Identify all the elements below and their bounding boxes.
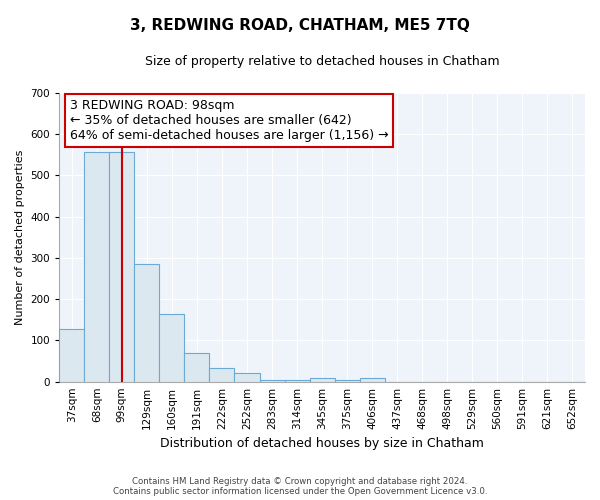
Bar xyxy=(209,368,235,382)
Y-axis label: Number of detached properties: Number of detached properties xyxy=(15,150,25,325)
Bar xyxy=(84,152,109,382)
Bar xyxy=(359,378,385,382)
X-axis label: Distribution of detached houses by size in Chatham: Distribution of detached houses by size … xyxy=(160,437,484,450)
Bar xyxy=(284,380,310,382)
Bar xyxy=(310,378,335,382)
Text: 3 REDWING ROAD: 98sqm
← 35% of detached houses are smaller (642)
64% of semi-det: 3 REDWING ROAD: 98sqm ← 35% of detached … xyxy=(70,98,388,142)
Bar xyxy=(260,380,284,382)
Bar xyxy=(134,264,160,382)
Bar xyxy=(184,353,209,382)
Bar xyxy=(109,152,134,382)
Title: Size of property relative to detached houses in Chatham: Size of property relative to detached ho… xyxy=(145,55,499,68)
Bar xyxy=(59,329,84,382)
Bar xyxy=(235,374,260,382)
Text: 3, REDWING ROAD, CHATHAM, ME5 7TQ: 3, REDWING ROAD, CHATHAM, ME5 7TQ xyxy=(130,18,470,32)
Bar xyxy=(160,314,184,382)
Bar xyxy=(335,380,359,382)
Text: Contains HM Land Registry data © Crown copyright and database right 2024.
Contai: Contains HM Land Registry data © Crown c… xyxy=(113,476,487,496)
